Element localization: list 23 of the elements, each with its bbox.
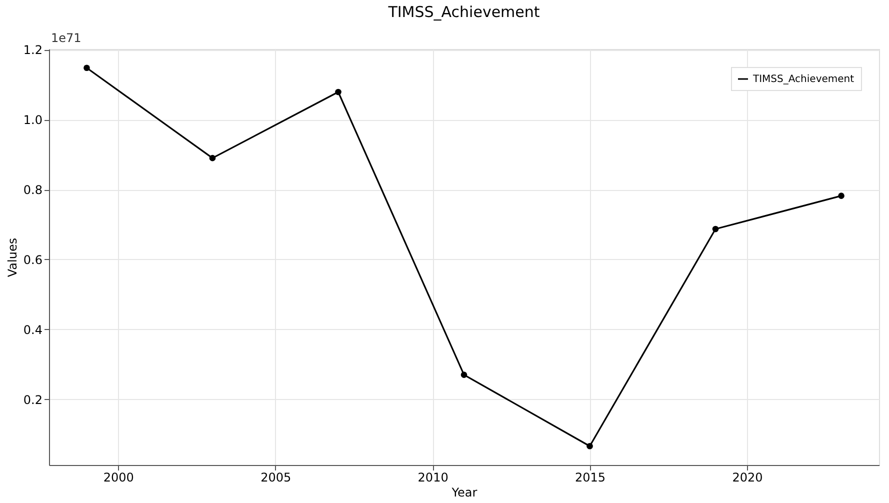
- point: [335, 88, 342, 96]
- point: [586, 442, 593, 450]
- y-axis-title: Values: [5, 238, 20, 278]
- x-tick-label: 2020: [732, 470, 763, 484]
- point: [460, 372, 468, 378]
- y-tick-label: 1.0: [23, 113, 42, 128]
- y-tick-label: 1.2: [23, 43, 42, 58]
- point: [84, 64, 90, 72]
- y-tick-label: 0.4: [23, 322, 42, 337]
- legend-label: TIMSS_Achievement: [752, 74, 854, 85]
- y-tick-label: 0.8: [23, 183, 42, 198]
- point: [209, 154, 216, 162]
- x-tick-label: 2015: [574, 470, 606, 484]
- chart-title: TIMSS_Achievement: [387, 3, 540, 21]
- text: 1e71: [51, 31, 82, 45]
- y-tick-label: 0.2: [23, 392, 42, 407]
- y-tick-label: 0.6: [23, 252, 42, 267]
- x-tick-label: 2010: [418, 470, 448, 484]
- x-tick-label: 2005: [260, 470, 292, 484]
- x-tick-label: 2000: [103, 470, 134, 484]
- point: [712, 226, 719, 232]
- point: [838, 192, 844, 199]
- x-axis-title: Year: [450, 486, 478, 500]
